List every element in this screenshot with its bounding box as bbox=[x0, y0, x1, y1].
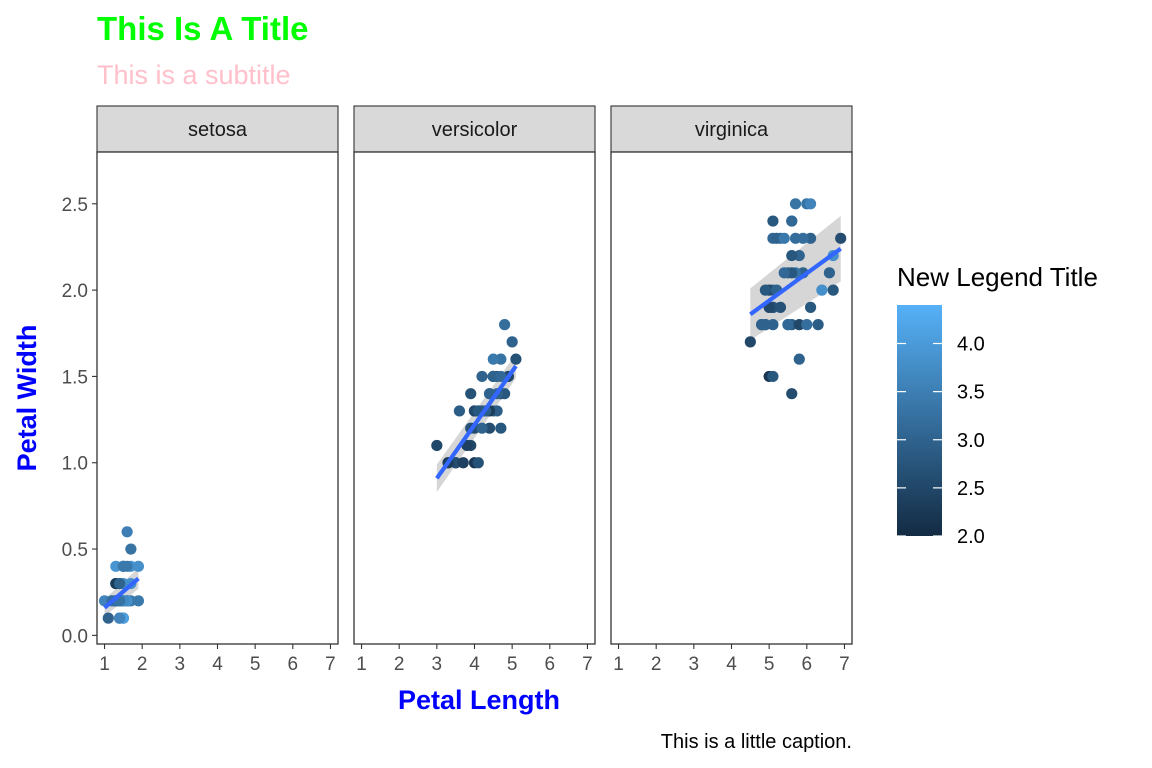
data-point bbox=[759, 284, 771, 296]
data-point bbox=[476, 422, 488, 434]
x-tick-label: 7 bbox=[839, 654, 850, 675]
data-point bbox=[789, 198, 802, 210]
x-tick-label: 3 bbox=[689, 654, 700, 675]
data-point bbox=[113, 577, 126, 590]
legend-tick-label: 3.5 bbox=[957, 382, 985, 404]
smooth-line bbox=[103, 576, 140, 610]
x-tick-label: 2 bbox=[394, 654, 405, 675]
data-point bbox=[506, 336, 518, 348]
x-axis-title: Petal Length bbox=[398, 685, 560, 715]
data-point bbox=[756, 319, 768, 331]
facet-versicolor: versicolor 1 2 3 4 5 6 7 bbox=[353, 105, 596, 675]
data-point bbox=[827, 284, 839, 296]
data-point bbox=[797, 232, 809, 244]
data-point bbox=[113, 612, 126, 624]
data-point bbox=[744, 336, 756, 348]
data-point bbox=[835, 232, 847, 244]
data-point bbox=[132, 560, 145, 572]
data-point bbox=[132, 595, 145, 607]
legend-tick-label: 4.0 bbox=[957, 334, 985, 356]
x-tick-label: 2 bbox=[137, 654, 148, 675]
data-point bbox=[786, 215, 798, 227]
data-point bbox=[778, 267, 790, 279]
data-point bbox=[117, 560, 129, 572]
facet-strip-label: versicolor bbox=[432, 119, 518, 141]
smooth-line bbox=[749, 246, 842, 316]
data-point bbox=[804, 198, 817, 210]
x-tick-label: 7 bbox=[325, 654, 336, 675]
data-point bbox=[786, 388, 798, 400]
facet-strip-label: virginica bbox=[695, 119, 769, 141]
data-point bbox=[495, 370, 507, 383]
chart-caption: This is a little caption. bbox=[661, 731, 852, 753]
data-point bbox=[457, 457, 469, 469]
x-tick-label: 7 bbox=[582, 654, 593, 675]
data-point bbox=[823, 267, 836, 279]
data-point bbox=[801, 319, 813, 331]
data-point bbox=[102, 612, 114, 624]
data-point bbox=[812, 319, 824, 331]
y-tick-label: 1.0 bbox=[62, 454, 88, 475]
x-tick-label: 5 bbox=[764, 654, 775, 675]
color-legend: New Legend Title 2.0 2.5 3.0 3.5 4.0 bbox=[897, 262, 1098, 548]
data-point bbox=[472, 457, 484, 469]
data-point bbox=[816, 284, 828, 296]
x-tick-label: 6 bbox=[288, 654, 299, 675]
x-tick-label: 3 bbox=[432, 654, 443, 675]
data-point bbox=[453, 405, 466, 417]
data-point bbox=[786, 249, 798, 262]
facet-strip bbox=[353, 105, 596, 153]
smooth-line bbox=[435, 364, 518, 480]
x-tick-label: 6 bbox=[802, 654, 813, 675]
x-tick-label: 4 bbox=[469, 654, 480, 675]
y-tick-label: 2.5 bbox=[62, 195, 88, 216]
x-tick-label: 3 bbox=[175, 654, 186, 675]
x-tick-label: 1 bbox=[99, 654, 110, 675]
y-tick-label: 0.5 bbox=[62, 540, 88, 561]
x-tick-label: 2 bbox=[651, 654, 662, 675]
x-tick-label: 6 bbox=[545, 654, 556, 675]
data-point bbox=[487, 353, 499, 365]
data-point bbox=[767, 370, 779, 383]
y-tick-label: 2.0 bbox=[62, 281, 88, 302]
legend-tick-label: 3.0 bbox=[957, 430, 985, 452]
panel-background bbox=[354, 152, 595, 644]
y-tick-label: 1.5 bbox=[62, 367, 88, 388]
facet-strip-label: setosa bbox=[188, 119, 248, 141]
facet-strip bbox=[610, 105, 853, 153]
x-tick-label: 5 bbox=[250, 654, 261, 675]
legend-tick-label: 2.5 bbox=[957, 478, 985, 500]
chart-title: This Is A Title bbox=[97, 10, 309, 47]
facet-setosa: setosa 1 2 3 4 5 6 7 bbox=[96, 105, 339, 675]
data-point bbox=[510, 353, 522, 365]
x-tick-label: 4 bbox=[726, 654, 737, 675]
facet-virginica: virginica 1 2 3 4 5 6 7 bbox=[610, 105, 853, 675]
data-point bbox=[804, 301, 817, 313]
data-point bbox=[495, 422, 507, 434]
data-point bbox=[767, 215, 779, 227]
data-point bbox=[499, 319, 511, 331]
x-tick-label: 1 bbox=[356, 654, 367, 675]
data-point bbox=[121, 526, 133, 538]
data-point bbox=[767, 319, 779, 331]
data-point bbox=[125, 543, 137, 555]
y-axis-title: Petal Width bbox=[12, 325, 42, 472]
x-tick-label: 1 bbox=[613, 654, 624, 675]
panel-background bbox=[611, 152, 852, 644]
legend-tick-label: 2.0 bbox=[957, 526, 985, 548]
x-tick-label: 4 bbox=[212, 654, 223, 675]
data-point bbox=[793, 353, 805, 365]
chart-subtitle: This is a subtitle bbox=[97, 60, 291, 90]
data-point bbox=[465, 388, 477, 400]
data-point bbox=[782, 319, 794, 331]
legend-colorbar bbox=[897, 305, 942, 536]
x-tick-label: 5 bbox=[507, 654, 518, 675]
data-point bbox=[476, 370, 488, 383]
data-point bbox=[778, 232, 790, 244]
data-point bbox=[431, 439, 443, 452]
legend-title: New Legend Title bbox=[897, 262, 1098, 292]
y-tick-label: 0.0 bbox=[62, 626, 88, 647]
